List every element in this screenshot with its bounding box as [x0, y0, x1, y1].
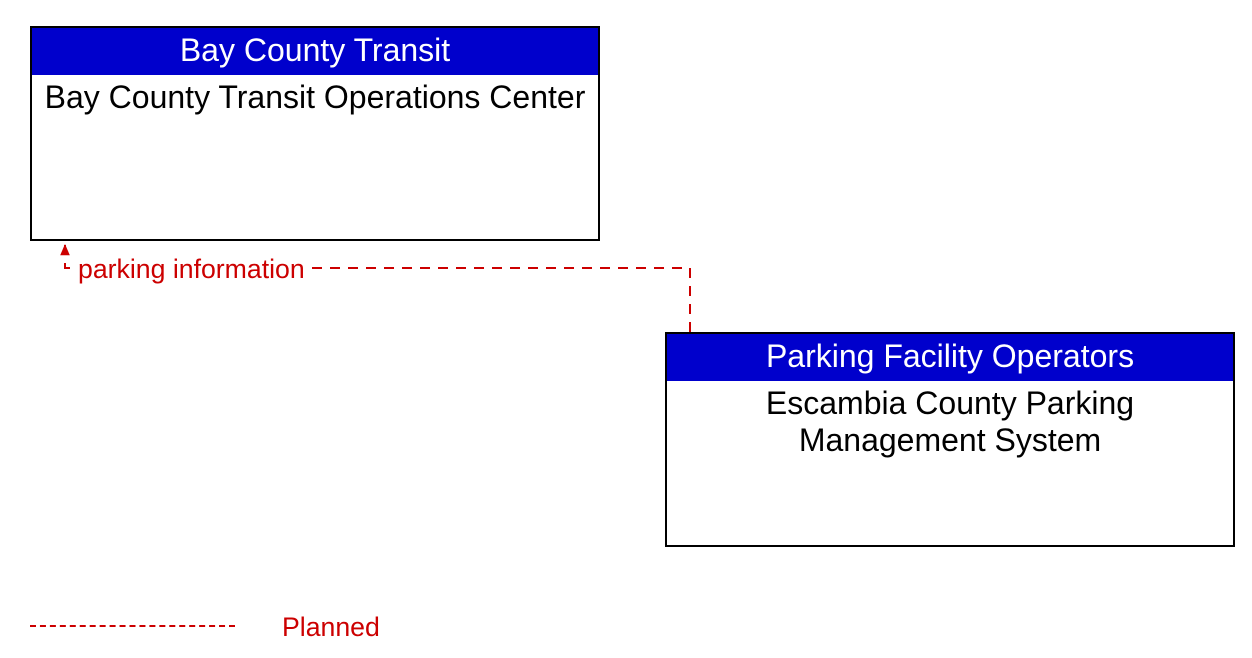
- node-header: Bay County Transit: [32, 28, 598, 75]
- node-body: Escambia County Parking Management Syste…: [667, 381, 1233, 463]
- node-header: Parking Facility Operators: [667, 334, 1233, 381]
- node-bay-county-transit: Bay County Transit Bay County Transit Op…: [30, 26, 600, 241]
- node-parking-facility-operators: Parking Facility Operators Escambia Coun…: [665, 332, 1235, 547]
- edge-label-parking-information: parking information: [76, 254, 307, 285]
- diagram-canvas: Bay County Transit Bay County Transit Op…: [0, 0, 1252, 658]
- legend-line-planned: [30, 625, 235, 627]
- legend-label-planned: Planned: [282, 612, 380, 643]
- node-body: Bay County Transit Operations Center: [32, 75, 598, 120]
